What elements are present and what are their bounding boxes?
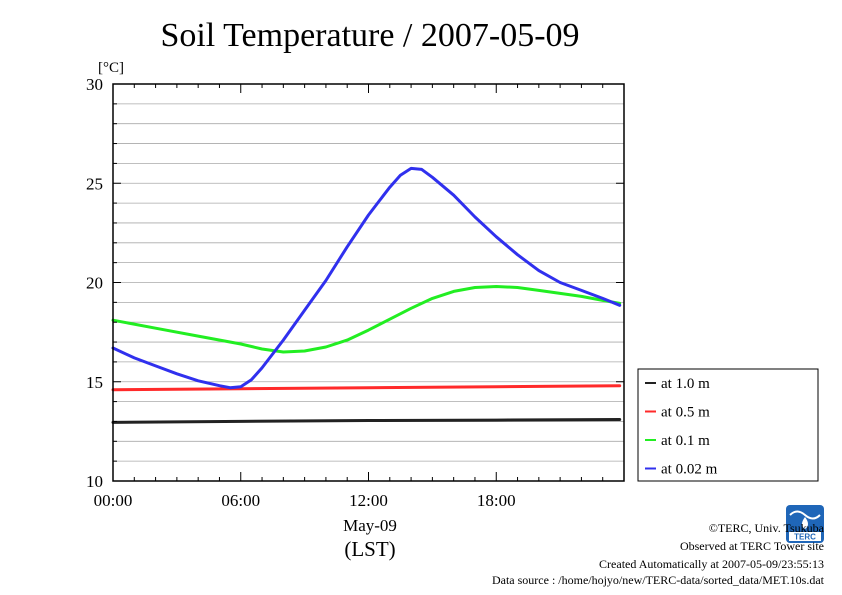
y-axis-unit: [°C] [98, 60, 124, 76]
legend-label: at 0.1 m [661, 433, 710, 449]
legend-label: at 1.0 m [661, 376, 710, 392]
series-line [111, 166, 622, 390]
x-tick-label: 12:00 [349, 491, 388, 510]
observed-text: Observed at TERC Tower site [679, 539, 824, 553]
data-source-text: Data source : /home/hojyo/new/TERC-data/… [491, 573, 824, 587]
legend-label: at 0.5 m [661, 405, 710, 421]
svg-text:TERC: TERC [794, 533, 816, 542]
x-ticks: 00:00 06:00 12:00 18:00 [94, 84, 625, 510]
x-tick-label: 00:00 [94, 491, 133, 510]
grid [113, 103, 624, 462]
series-group [111, 166, 622, 424]
y-tick-label: 10 [86, 472, 103, 491]
y-tick-label: 15 [86, 373, 103, 392]
series-line [111, 384, 622, 392]
series-line [111, 285, 622, 354]
x-axis-sublabel: (LST) [344, 537, 395, 561]
legend-frame [637, 368, 819, 482]
series-line [111, 418, 622, 424]
copyright-text: ©TERC, Univ. Tsukuba [708, 521, 824, 535]
x-tick-label: 06:00 [221, 491, 260, 510]
y-ticks: 10 15 20 25 30 [86, 75, 624, 491]
x-tick-label: 18:00 [477, 491, 516, 510]
legend-label: at 0.02 m [661, 462, 718, 478]
y-tick-label: 20 [86, 274, 103, 293]
chart-title: Soil Temperature / 2007-05-09 [160, 17, 579, 54]
y-tick-label: 30 [86, 75, 103, 94]
y-tick-label: 25 [86, 174, 103, 193]
created-text: Created Automatically at 2007-05-09/23:5… [599, 557, 824, 571]
x-axis-label: May-09 [343, 516, 397, 535]
legend: at 1.0 m at 0.5 m at 0.1 m at 0.02 m [637, 368, 819, 482]
terc-logo: TERC [784, 503, 826, 545]
